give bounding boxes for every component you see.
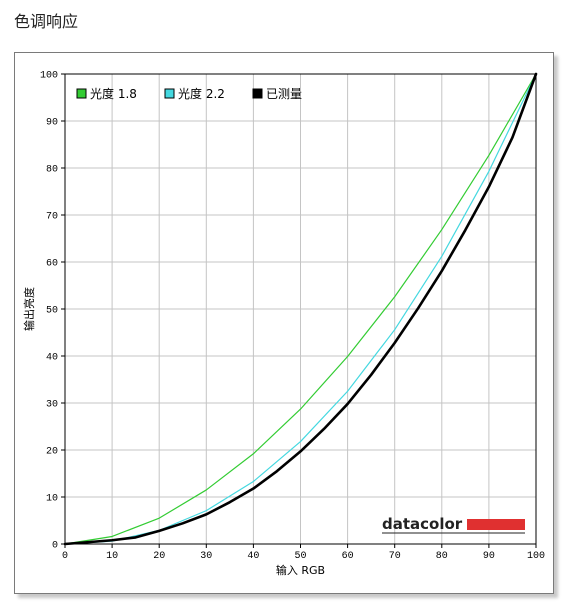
x-tick-label: 20 <box>153 551 165 562</box>
y-tick-label: 90 <box>46 118 58 129</box>
y-tick-label: 80 <box>46 165 58 176</box>
logo-bar <box>467 519 525 530</box>
y-tick-label: 20 <box>46 447 58 458</box>
x-tick-label: 80 <box>436 551 448 562</box>
tone-response-chart: 0 10 20 30 40 50 60 70 80 90 100 0 10 20 30 40 50 60 70 80 9… <box>22 71 545 578</box>
chart-panel: 0 10 20 30 40 50 60 70 80 90 100 0 10 20 30 40 50 60 70 80 9… <box>14 52 554 594</box>
y-tick-label: 40 <box>46 353 58 364</box>
legend: 光度 1.8 光度 2.2 已测量 <box>76 86 302 101</box>
x-tick-label: 40 <box>247 551 259 562</box>
legend-swatch <box>164 88 175 99</box>
series-line-0 <box>64 73 537 545</box>
y-tick-label: 60 <box>46 259 58 270</box>
datacolor-logo: datacolor <box>382 515 525 534</box>
x-tick-label: 30 <box>200 551 212 562</box>
y-axis-label: 输出亮度 <box>22 287 36 331</box>
plot-area-border <box>64 73 537 545</box>
x-tick-label: 90 <box>483 551 495 562</box>
y-tick-label: 100 <box>40 71 58 82</box>
x-tick-label: 70 <box>389 551 401 562</box>
y-tick-label: 50 <box>46 306 58 317</box>
x-tick-label: 60 <box>342 551 354 562</box>
x-tick-label: 0 <box>62 551 68 562</box>
y-tick-label: 70 <box>46 212 58 223</box>
series-lines <box>63 72 538 546</box>
legend-label: 已测量 <box>266 87 302 101</box>
y-tick-label: 30 <box>46 400 58 411</box>
x-tick-label: 10 <box>106 551 118 562</box>
axis-ticks: 0 10 20 30 40 50 60 70 80 90 100 0 10 20 30 40 50 60 70 80 9… <box>40 71 545 563</box>
series-line-2 <box>63 72 538 546</box>
legend-label: 光度 1.8 <box>90 86 137 101</box>
legend-label: 光度 2.2 <box>178 86 225 101</box>
legend-swatch <box>252 88 263 99</box>
x-tick-label: 100 <box>527 551 545 562</box>
y-tick-label: 10 <box>46 494 58 505</box>
logo-text: datacolor <box>382 515 463 533</box>
x-tick-label: 50 <box>294 551 306 562</box>
y-tick-label: 0 <box>52 541 58 552</box>
x-axis-label: 输入 RGB <box>276 563 325 577</box>
grid-lines <box>64 73 537 545</box>
legend-swatch <box>76 88 87 99</box>
page-title: 色调响应 <box>14 12 79 31</box>
